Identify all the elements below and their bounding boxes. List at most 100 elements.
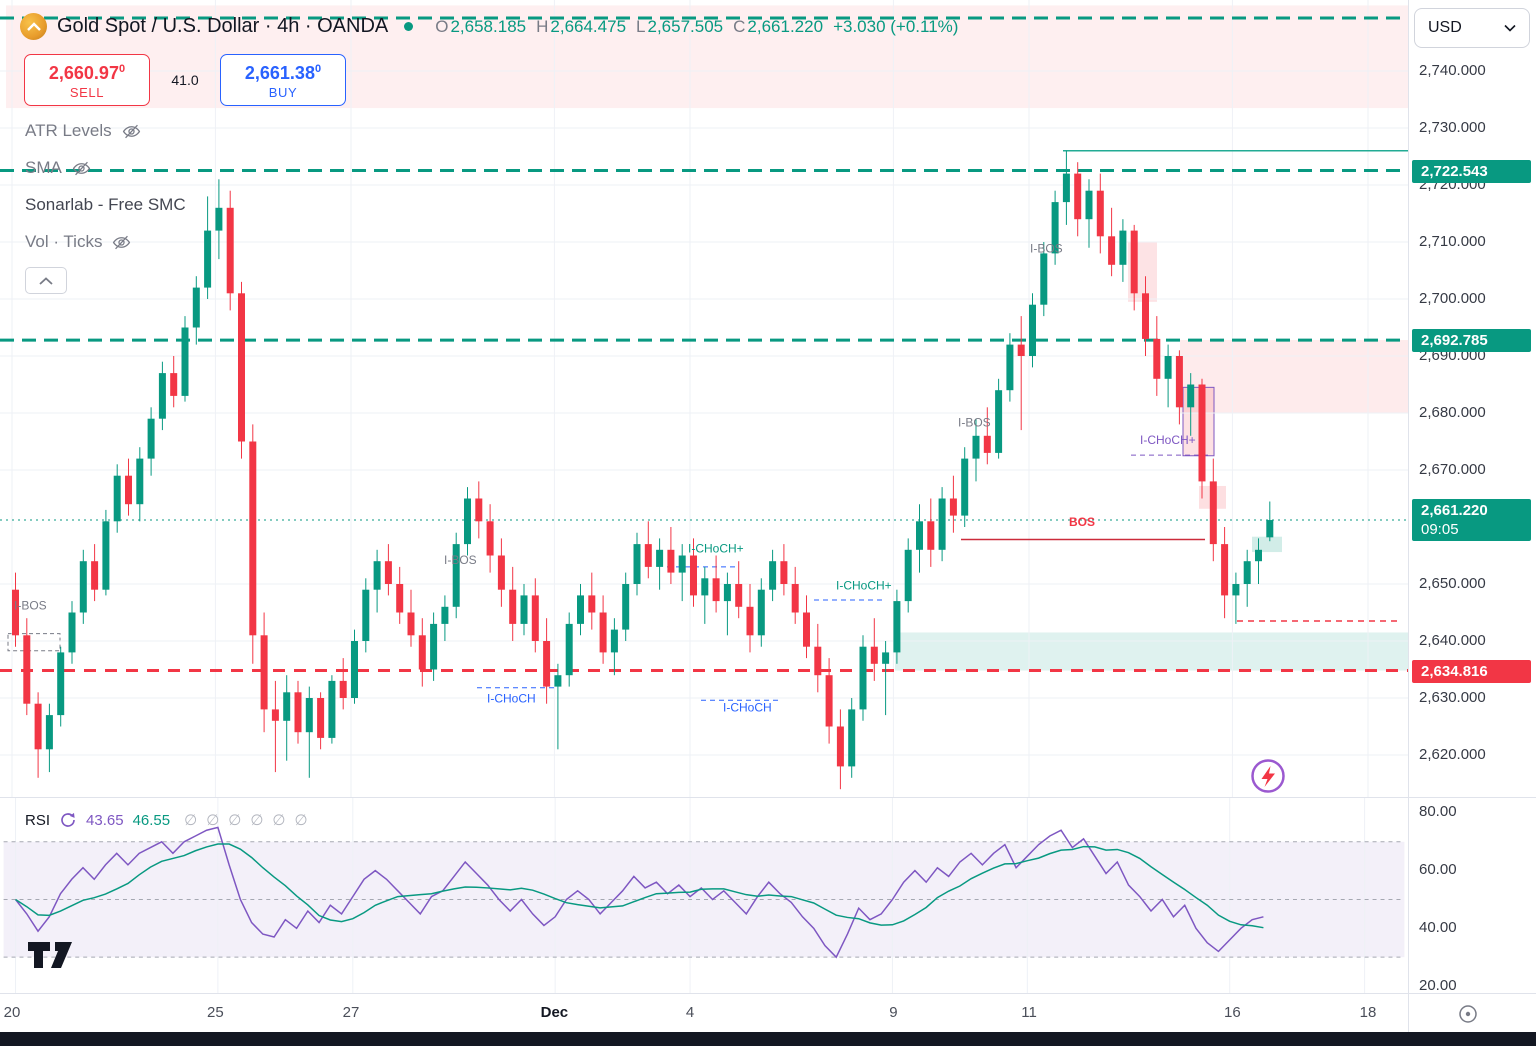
price-tick-label: 2,670.000: [1419, 461, 1486, 478]
price-tick-label: 2,740.000: [1419, 62, 1486, 79]
refresh-icon[interactable]: [59, 811, 77, 829]
svg-text:BOS: BOS: [1069, 515, 1095, 529]
rsi-line: [14, 826, 1264, 959]
currency-label: USD: [1428, 19, 1462, 36]
price-badge: 2,692.785: [1412, 329, 1531, 353]
sell-label: SELL: [69, 85, 105, 100]
time-tick-label: 25: [207, 1004, 224, 1021]
indicator-sonarlab-smc[interactable]: Sonarlab - Free SMC: [25, 195, 186, 215]
price-badge: 2,722.543: [1412, 159, 1531, 183]
ohlc-values: O 2,658.185 H 2,664.475 L 2,657.505 C 2,661.…: [425, 17, 958, 37]
candlestick-series: [12, 150, 1274, 790]
time-tick-label: 9: [889, 1004, 898, 1021]
buy-button[interactable]: 2,661.380 BUY: [220, 54, 346, 106]
rsi-value: 43.65: [86, 811, 124, 829]
rsi-tick-label: 20.00: [1419, 977, 1457, 994]
instant-trade-button[interactable]: [1249, 757, 1287, 795]
currency-dropdown[interactable]: USD: [1414, 8, 1530, 48]
rsi-header[interactable]: RSI 43.65 46.55 ∅ ∅ ∅ ∅ ∅ ∅: [25, 811, 308, 830]
price-tick-label: 2,630.000: [1419, 689, 1486, 706]
price-tick-label: 2,730.000: [1419, 119, 1486, 136]
chevron-up-icon: [39, 276, 53, 285]
sell-button[interactable]: 2,660.970 SELL: [24, 54, 150, 106]
empty-set-icon: ∅: [228, 812, 242, 829]
indicator-label: Sonarlab - Free SMC: [25, 195, 186, 214]
empty-set-icon: ∅: [206, 812, 220, 829]
bottom-bar: [0, 1032, 1536, 1046]
rsi-tick-label: 80.00: [1419, 803, 1457, 820]
rsi-ma-line: [15, 843, 1264, 929]
symbol-logo[interactable]: [20, 13, 47, 40]
change-value: +3.030 (+0.11%): [833, 16, 959, 36]
price-badge-value: 2,722.543: [1421, 162, 1488, 180]
indicator-label: ATR Levels: [25, 121, 112, 140]
gridlines: [0, 0, 1408, 797]
sell-price-sup: 0: [118, 63, 126, 75]
high-value: 2,664.475: [550, 16, 627, 36]
rsi-tick-label: 60.00: [1419, 861, 1457, 878]
open-label: O: [435, 16, 449, 36]
indicator-vol-ticks[interactable]: Vol · Ticks: [25, 232, 131, 252]
eye-off-icon[interactable]: [122, 122, 141, 141]
indicator-label: SMA: [25, 158, 62, 177]
svg-text:I-CHoCH: I-CHoCH: [487, 692, 536, 706]
rsi-tick-label: 40.00: [1419, 919, 1457, 936]
price-axis[interactable]: USD 2,740.000 2,730.000 2,720.000 2,710.000…: [1408, 0, 1536, 1032]
buy-price: 2,661.38: [244, 63, 315, 83]
svg-text:I-CHoCH: I-CHoCH: [723, 701, 772, 715]
buy-price-sup: 0: [314, 63, 322, 75]
indicator-label: Vol · Ticks: [25, 232, 103, 251]
price-badge: 2,661.220 09:05: [1412, 499, 1531, 542]
symbol-title[interactable]: Gold Spot / U.S. Dollar · 4h · OANDA: [57, 15, 389, 37]
price-pane-canvas[interactable]: I-BOS I-BOS I-CHoCH I-CHoCH+ I-CHoCH I-CHoCH+…: [0, 0, 1408, 797]
price-badge: 2,634.816: [1412, 659, 1531, 683]
price-tick-label: 2,710.000: [1419, 233, 1486, 250]
time-tick-label: 4: [685, 1004, 695, 1021]
tradingview-logo[interactable]: [26, 940, 74, 975]
level-lines: [0, 16, 1408, 701]
time-tick-label: 27: [342, 1004, 360, 1021]
chevron-down-icon: [1504, 24, 1516, 32]
buy-label: BUY: [268, 85, 298, 100]
price-badge-value: 2,692.785: [1421, 332, 1488, 350]
empty-set-icon: ∅: [250, 812, 264, 829]
empty-set-icon: ∅: [184, 812, 198, 829]
rsi-ma-value: 46.55: [132, 811, 171, 829]
price-badge-value: 2,634.816: [1421, 662, 1488, 680]
rsi-label: RSI: [25, 811, 51, 829]
spread-value: 41.0: [171, 72, 199, 88]
time-axis[interactable]: 20 25 27 Dec 4 9 11 16 18: [0, 993, 1408, 1032]
indicator-sma[interactable]: SMA: [25, 158, 91, 178]
eye-off-icon[interactable]: [72, 159, 91, 178]
time-tick-label: 11: [1021, 1004, 1037, 1021]
svg-text:I-CHoCH+: I-CHoCH+: [836, 579, 892, 593]
price-tick-label: 2,700.000: [1419, 290, 1486, 307]
bar-countdown: 09:05: [1421, 521, 1459, 539]
svg-text:I-CHoCH+: I-CHoCH+: [688, 542, 744, 556]
price-tick-label: 2,640.000: [1419, 632, 1486, 649]
price-tick-label: 2,650.000: [1419, 575, 1486, 592]
close-label: C: [733, 16, 746, 36]
rsi-pane-canvas[interactable]: [0, 797, 1408, 993]
axis-settings-icon[interactable]: [1457, 1003, 1479, 1030]
collapse-indicators-button[interactable]: [25, 267, 67, 294]
svg-text:I-BOS: I-BOS: [14, 599, 47, 613]
time-tick-label: 18: [1359, 1004, 1377, 1021]
symbol-header: Gold Spot / U.S. Dollar · 4h · OANDA O 2,…: [20, 13, 958, 40]
low-value: 2,657.505: [647, 16, 724, 36]
smc-labels: I-BOS I-BOS I-CHoCH I-CHoCH+ I-CHoCH I-CHoCH+…: [14, 241, 1196, 714]
empty-set-icon: ∅: [294, 812, 308, 829]
trade-panel: 2,660.970 SELL 41.0 2,661.380 BUY: [24, 54, 346, 106]
rsi-empty-slots: ∅ ∅ ∅ ∅ ∅ ∅: [184, 811, 307, 829]
time-tick-label: 16: [1224, 1004, 1241, 1021]
svg-text:I-BOS: I-BOS: [444, 553, 477, 567]
empty-set-icon: ∅: [272, 812, 286, 829]
close-value: 2,661.220: [747, 16, 824, 36]
market-status-dot[interactable]: [404, 22, 414, 31]
open-value: 2,658.185: [450, 16, 527, 36]
indicator-atr-levels[interactable]: ATR Levels: [25, 121, 141, 141]
price-badge-value: 2,661.220: [1421, 502, 1488, 520]
low-label: L: [636, 16, 646, 36]
eye-off-icon[interactable]: [112, 233, 131, 252]
